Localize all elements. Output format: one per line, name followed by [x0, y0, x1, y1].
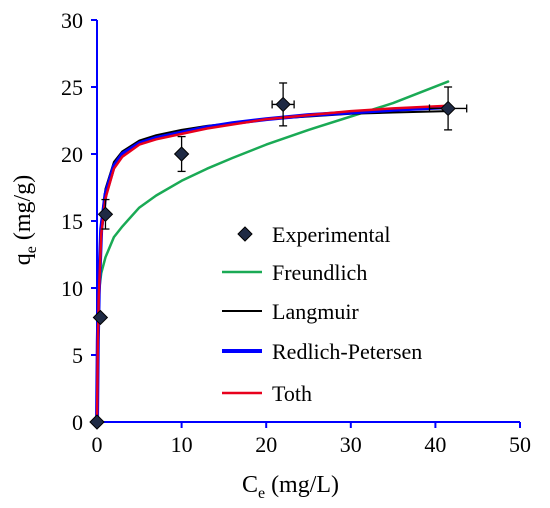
- x-tick-label: 20: [255, 432, 277, 457]
- y-tick-label: 5: [72, 343, 83, 368]
- y-tick-label: 15: [61, 209, 83, 234]
- curve-freundlich: [95, 80, 450, 424]
- data-point: [173, 146, 190, 162]
- legend-marker-experimental: [237, 226, 253, 242]
- y-tick-label: 25: [61, 75, 83, 100]
- experimental-points: [89, 82, 468, 430]
- legend-label: Redlich-Petersen: [272, 339, 422, 364]
- y-tick-label: 20: [61, 142, 83, 167]
- y-tick-label: 30: [61, 8, 83, 33]
- y-axis-title: qe (mg/g): [10, 175, 40, 265]
- x-tick-label: 50: [509, 432, 531, 457]
- axes: 0 10 20 30 40 50 0 5 10 15 20 25 30: [61, 8, 531, 457]
- data-point: [92, 309, 109, 326]
- legend-label: Toth: [272, 381, 312, 406]
- y-tick-label: 0: [72, 410, 83, 435]
- data-point: [97, 206, 114, 223]
- x-tick-label: 30: [340, 432, 362, 457]
- data-point: [440, 100, 456, 117]
- curve-toth: [95, 104, 450, 424]
- data-point: [89, 414, 105, 430]
- axis-titles: Ce (mg/L) qe (mg/g): [10, 175, 339, 502]
- data-point: [275, 96, 291, 113]
- x-tick-label: 0: [92, 432, 103, 457]
- y-tick-label: 10: [61, 276, 83, 301]
- legend-label: Freundlich: [272, 260, 367, 285]
- x-axis-title: Ce (mg/L): [242, 472, 339, 502]
- fitted-curves: [95, 80, 451, 424]
- legend-label: Langmuir: [272, 299, 359, 324]
- x-tick-label: 10: [171, 432, 193, 457]
- legend-label: Experimental: [272, 222, 391, 247]
- x-tick-label: 40: [424, 432, 446, 457]
- legend: Experimental Freundlich Langmuir Redlich-Pe…: [222, 222, 422, 406]
